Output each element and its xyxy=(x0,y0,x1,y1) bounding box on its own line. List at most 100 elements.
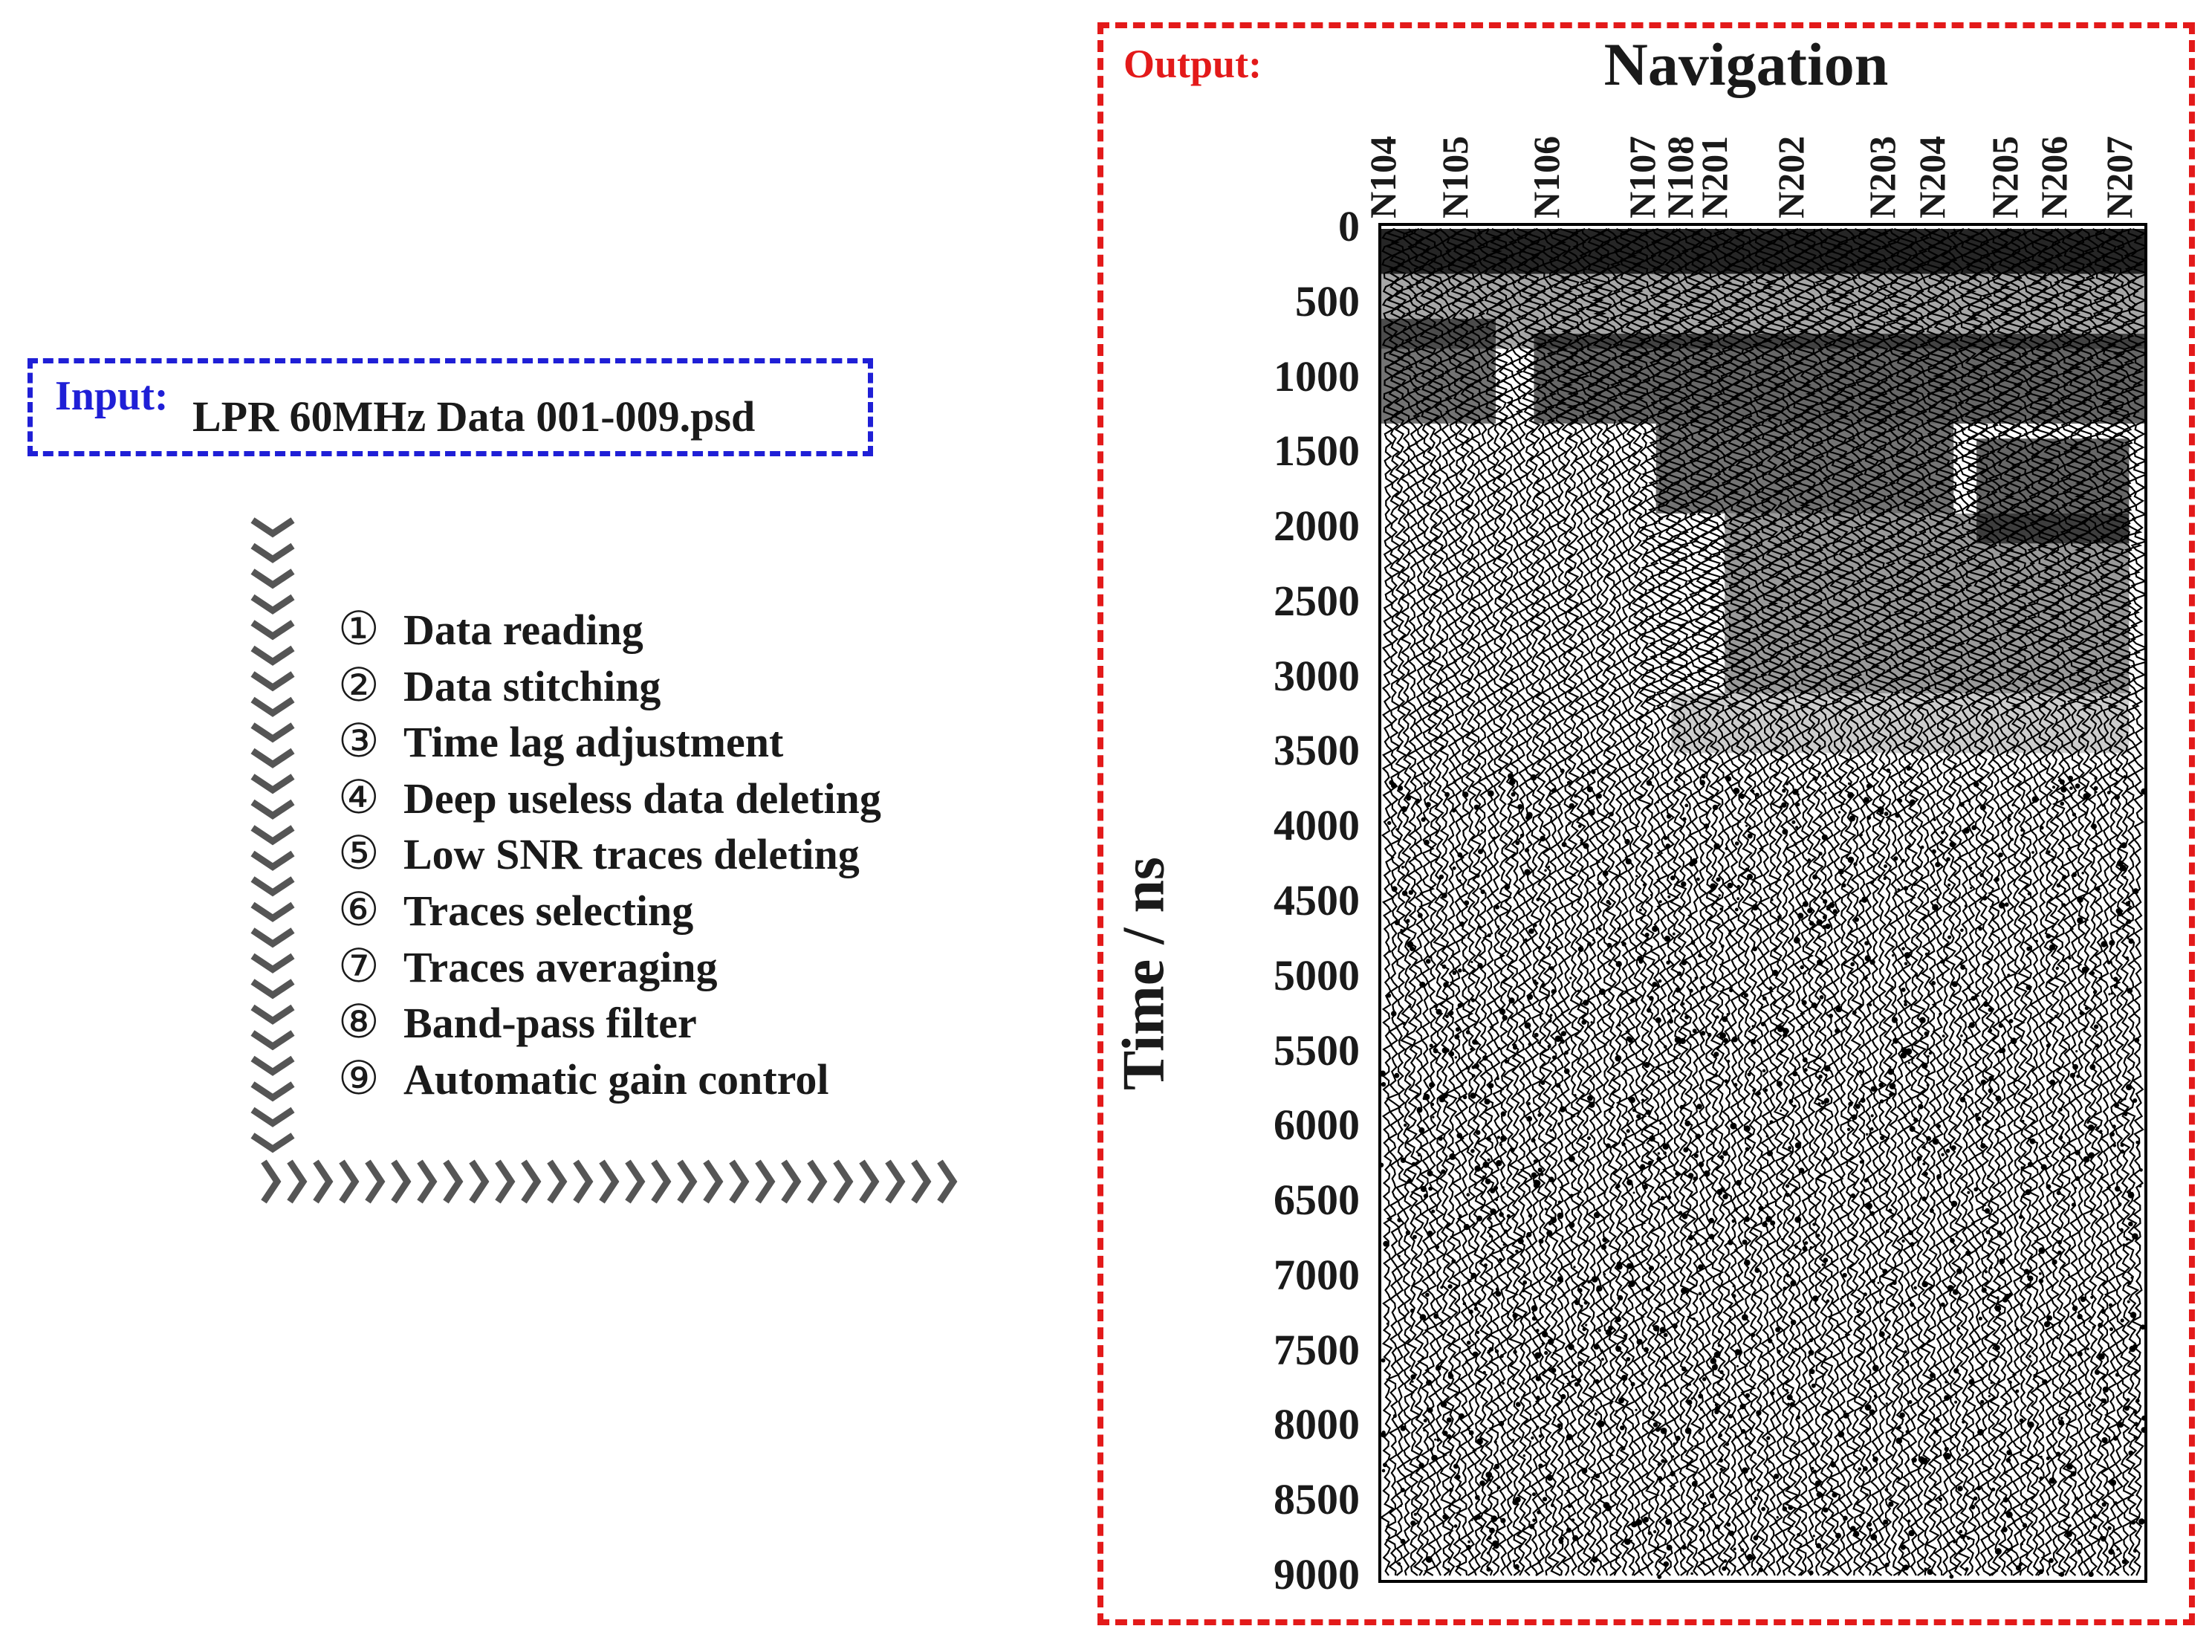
noise-speck xyxy=(1517,1238,1524,1245)
noise-speck xyxy=(1788,1098,1794,1104)
noise-speck xyxy=(1905,1430,1910,1434)
noise-speck xyxy=(1864,941,1869,946)
noise-speck xyxy=(1470,1048,1473,1051)
noise-speck xyxy=(1663,1045,1667,1049)
noise-speck xyxy=(1776,1516,1779,1519)
noise-speck xyxy=(1770,1220,1776,1226)
noise-speck xyxy=(1681,1213,1688,1219)
noise-speck xyxy=(1640,1164,1646,1170)
noise-speck xyxy=(1747,1072,1751,1077)
noise-speck xyxy=(1592,1101,1595,1105)
noise-speck xyxy=(1884,864,1887,869)
chevron-down-icon xyxy=(250,774,295,794)
noise-speck xyxy=(2109,940,2115,946)
chevron-down-icon xyxy=(250,748,295,768)
noise-speck xyxy=(1734,907,1739,912)
noise-speck xyxy=(2078,1541,2081,1545)
noise-speck xyxy=(1770,1391,1775,1396)
noise-speck xyxy=(1392,1414,1397,1418)
step-text: Low SNR traces deleting xyxy=(403,830,860,879)
noise-speck xyxy=(1811,1383,1816,1388)
noise-speck xyxy=(1533,979,1537,983)
noise-speck xyxy=(1500,1135,1507,1142)
noise-speck xyxy=(1632,1254,1635,1257)
noise-speck xyxy=(1713,1052,1719,1057)
noise-speck xyxy=(1816,919,1823,926)
noise-speck xyxy=(1466,1341,1471,1345)
noise-speck xyxy=(2115,1185,2121,1192)
radar-trace xyxy=(1449,228,1469,1576)
noise-speck xyxy=(2126,1083,2132,1091)
noise-speck xyxy=(1602,870,1609,877)
noise-speck xyxy=(2126,1237,2129,1241)
noise-speck xyxy=(1423,1093,1430,1101)
noise-speck xyxy=(1838,1431,1845,1438)
noise-speck xyxy=(1803,1068,1808,1072)
noise-speck xyxy=(1658,900,1662,904)
noise-speck xyxy=(1983,1001,1989,1007)
noise-speck xyxy=(1667,1070,1670,1074)
noise-speck xyxy=(2132,1098,2138,1103)
chevron-down-icon xyxy=(250,1030,295,1051)
noise-speck xyxy=(1750,1332,1756,1338)
noise-speck xyxy=(1746,1554,1754,1561)
noise-speck xyxy=(1459,1214,1462,1217)
noise-speck xyxy=(1487,1477,1491,1482)
noise-speck xyxy=(1588,1187,1591,1190)
noise-speck xyxy=(1655,1017,1661,1023)
chevron-down-icon xyxy=(250,671,295,692)
noise-speck xyxy=(1972,1340,1976,1344)
noise-speck xyxy=(1428,1186,1433,1191)
noise-speck xyxy=(1656,800,1659,803)
noise-speck xyxy=(1812,1222,1816,1226)
noise-speck xyxy=(1632,1108,1636,1112)
noise-speck xyxy=(2124,1112,2128,1116)
noise-speck xyxy=(2124,876,2127,879)
reflection-band xyxy=(1655,424,1954,514)
noise-speck xyxy=(2019,1418,2024,1423)
noise-speck xyxy=(1425,1292,1430,1298)
noise-speck xyxy=(2086,1121,2089,1124)
noise-speck xyxy=(2011,838,2014,841)
noise-speck xyxy=(1893,856,1898,861)
noise-speck xyxy=(1641,1098,1644,1102)
noise-speck xyxy=(1626,1129,1630,1133)
noise-speck xyxy=(1808,1350,1814,1356)
noise-speck xyxy=(1722,1016,1728,1023)
noise-speck xyxy=(2015,1327,2019,1331)
noise-speck xyxy=(1714,1405,1720,1411)
noise-speck xyxy=(2114,1102,2119,1108)
noise-speck xyxy=(1465,1030,1470,1034)
noise-speck xyxy=(1397,1562,1401,1566)
noise-speck xyxy=(2062,795,2066,799)
noise-speck xyxy=(1665,843,1671,849)
noise-speck xyxy=(1949,841,1956,847)
chevron-right-icon xyxy=(677,1159,698,1204)
noise-speck xyxy=(2027,892,2031,895)
noise-speck xyxy=(1454,1056,1457,1059)
noise-speck xyxy=(1701,774,1706,779)
noise-speck xyxy=(1487,1350,1491,1353)
noise-speck xyxy=(1517,804,1523,810)
noise-speck xyxy=(1566,1527,1572,1533)
noise-speck xyxy=(1734,841,1739,846)
radar-trace xyxy=(1498,227,1519,1576)
step-text: Deep useless data deleting xyxy=(403,774,881,823)
noise-speck xyxy=(1470,1518,1473,1521)
noise-speck xyxy=(1594,1412,1598,1416)
noise-speck xyxy=(1698,953,1702,958)
noise-speck xyxy=(2008,814,2011,817)
noise-speck xyxy=(1432,1270,1436,1274)
noise-speck xyxy=(2101,803,2105,807)
noise-speck xyxy=(2127,988,2133,994)
noise-speck xyxy=(1841,1457,1844,1460)
noise-speck xyxy=(1502,1243,1505,1246)
noise-speck xyxy=(1980,1143,1986,1149)
radar-trace xyxy=(1615,227,1639,1576)
noise-speck xyxy=(1865,1493,1869,1497)
noise-speck xyxy=(1546,1474,1554,1481)
noise-speck xyxy=(1809,921,1814,926)
noise-speck xyxy=(1931,849,1936,854)
noise-speck xyxy=(1666,814,1672,819)
noise-speck xyxy=(1664,936,1671,942)
